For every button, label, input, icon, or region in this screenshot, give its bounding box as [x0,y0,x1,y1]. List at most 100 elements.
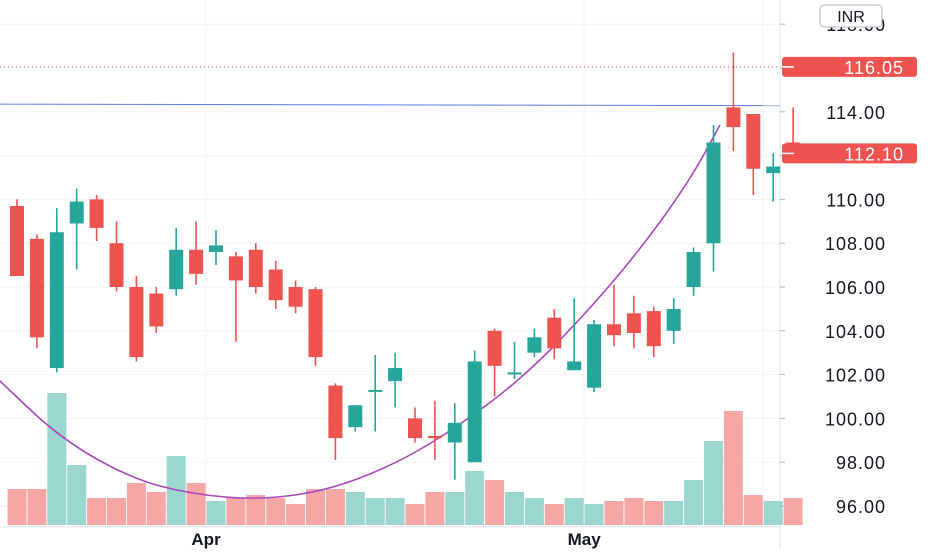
candle-body [209,245,223,252]
candle-body [766,166,781,174]
candle-body [328,385,343,439]
candle-body [626,313,641,333]
candle-body [268,269,283,301]
currency-badge-box [819,4,883,28]
candle-down [746,113,761,196]
volume-bar [107,498,126,525]
candle-body [169,249,184,290]
y-tick-label: 102.00 [825,366,886,386]
candle-body [666,308,681,331]
candle-body [368,389,383,392]
candle-up [49,208,64,373]
volume-bar [306,489,325,525]
volume-bar [126,483,146,525]
y-tick-label: 100.00 [825,409,886,429]
candle-body [547,317,562,349]
volume-bar [405,504,425,525]
y-tick-label: 110.00 [826,190,886,210]
candle-body [69,201,84,224]
current-price-tag: 112.10 [782,143,917,164]
volume-bar [624,498,644,525]
current-price-tag-text: 112.10 [844,144,904,164]
currency-label: INR [837,9,865,26]
candle-up [686,247,701,296]
volume-bar [684,480,704,525]
candle-body [427,435,442,439]
candle-up [69,188,84,270]
volume-bar [325,489,345,525]
candle-body [348,405,363,428]
candle-body [288,287,303,307]
candle-up [388,352,403,408]
candle-down [189,221,204,285]
volume-bar [47,393,67,525]
y-tick-label: 108.00 [825,234,886,254]
price-labels: 116.05 112.10 [782,56,917,164]
candle-body [89,199,104,228]
volume-bar [345,492,365,525]
candle-body [29,238,44,338]
candle-body [646,311,661,347]
volume-bar [7,489,27,525]
volume-bars [7,393,803,525]
volume-bar [723,411,743,525]
candle-down [228,251,243,342]
volume-bar [664,501,684,525]
volume-bar [246,495,266,525]
horizontal-trendline [0,103,781,107]
candle-up [368,354,383,432]
candle-up [706,124,721,272]
candle-up [587,319,602,393]
volume-bar [485,480,505,525]
price-lines [0,66,781,499]
candle-down [726,52,741,152]
volume-bar [544,504,564,525]
candles [10,52,801,480]
candle-body [607,324,621,336]
volume-bar [67,465,87,525]
candle-up [169,227,184,296]
volume-bar [286,504,306,525]
y-tick-label: 104.00 [825,322,886,342]
candle-body [527,337,542,353]
candle-down [268,260,283,309]
time-axis: Apr May [191,530,601,549]
volume-bar [445,492,465,525]
candle-body [109,243,124,287]
x-tick-label: May [568,530,602,549]
candle-up [527,328,542,358]
candle-body [726,107,741,128]
volume-bar [743,495,763,525]
candle-up [348,405,363,432]
candle-down [487,328,502,397]
candle-down [646,306,661,358]
candle-body [686,251,701,287]
candle-up [209,230,223,266]
candle-body [129,287,144,358]
x-tick-label: Apr [191,530,221,549]
volume-bar [226,498,246,525]
candle-down [547,308,562,360]
candle-body [308,289,323,358]
candle-body [567,361,582,371]
candle-down [328,383,343,461]
candle-body [746,113,761,169]
high-price-tag: 116.05 [782,56,917,78]
candle-body [706,142,721,244]
volume-bar [146,492,166,525]
candle-down [109,221,124,292]
y-tick-label: 98.00 [836,453,886,473]
high-price-tag-bg [782,56,917,77]
candle-down [427,400,442,461]
candle-body [388,368,403,382]
candle-up [567,297,582,371]
currency-badge: INR [819,4,883,28]
candle-down [10,199,24,277]
candle-down [408,407,422,443]
candle-down [89,195,104,242]
volume-bar [644,501,664,525]
candle-body [49,232,64,369]
current-price-tag-bg [782,143,917,164]
